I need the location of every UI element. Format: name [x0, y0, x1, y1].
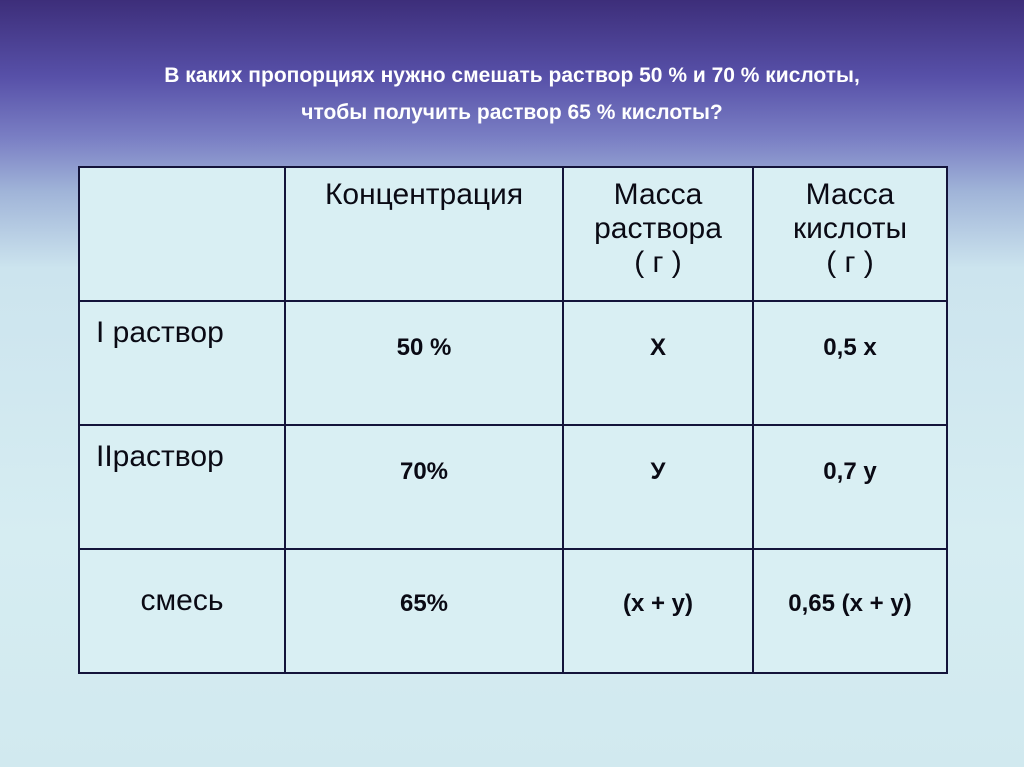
title-line-2: чтобы получить раствор 65 % кислоты? [301, 101, 722, 124]
row-label: смесь [79, 549, 285, 673]
cell-text: 70% [400, 458, 448, 485]
cell-mass-acid: 0,5 х [753, 301, 947, 425]
header-mass-acid: Масса кислоты ( г ) [753, 167, 947, 301]
cell-text: (х + у) [623, 590, 693, 617]
cell-text: 65% [400, 590, 448, 617]
slide-title: В каких пропорциях нужно смешать раствор… [82, 58, 942, 132]
header-concentration: Концентрация [285, 167, 563, 301]
cell-text: Х [650, 334, 666, 361]
row-label-text: смесь [141, 584, 224, 617]
header-text: ( г ) [634, 246, 682, 279]
table-header-row: Концентрация Масса раствора ( г ) Масса … [79, 167, 947, 301]
header-text: Масса [614, 178, 703, 211]
table-row: смесь 65% (х + у) 0,65 (х + у) [79, 549, 947, 673]
cell-mass-solution: У [563, 425, 753, 549]
header-text: раствора [594, 212, 722, 245]
slide: В каких пропорциях нужно смешать раствор… [0, 0, 1024, 767]
cell-mass-solution: Х [563, 301, 753, 425]
header-empty [79, 167, 285, 301]
header-mass-solution: Масса раствора ( г ) [563, 167, 753, 301]
cell-text: 50 % [397, 334, 452, 361]
header-text: Масса [806, 178, 895, 211]
cell-mass-acid: 0,7 у [753, 425, 947, 549]
table-row: I раствор 50 % Х 0,5 х [79, 301, 947, 425]
cell-text: 0,65 (х + у) [788, 590, 911, 617]
solution-table: Концентрация Масса раствора ( г ) Масса … [78, 166, 948, 674]
row-label: I раствор [79, 301, 285, 425]
cell-mass-solution: (х + у) [563, 549, 753, 673]
cell-concentration: 70% [285, 425, 563, 549]
header-text: ( г ) [826, 246, 874, 279]
cell-concentration: 65% [285, 549, 563, 673]
cell-concentration: 50 % [285, 301, 563, 425]
header-text: Концентрация [325, 178, 523, 211]
row-label-text: I раствор [96, 316, 224, 349]
cell-mass-acid: 0,65 (х + у) [753, 549, 947, 673]
row-label: IIраствор [79, 425, 285, 549]
title-line-1: В каких пропорциях нужно смешать раствор… [164, 64, 860, 87]
table-container: Концентрация Масса раствора ( г ) Масса … [78, 166, 946, 674]
row-label-text: IIраствор [96, 440, 224, 473]
table-row: IIраствор 70% У 0,7 у [79, 425, 947, 549]
cell-text: У [651, 458, 666, 485]
cell-text: 0,5 х [823, 334, 876, 361]
cell-text: 0,7 у [823, 458, 876, 485]
header-text: кислоты [793, 212, 907, 245]
